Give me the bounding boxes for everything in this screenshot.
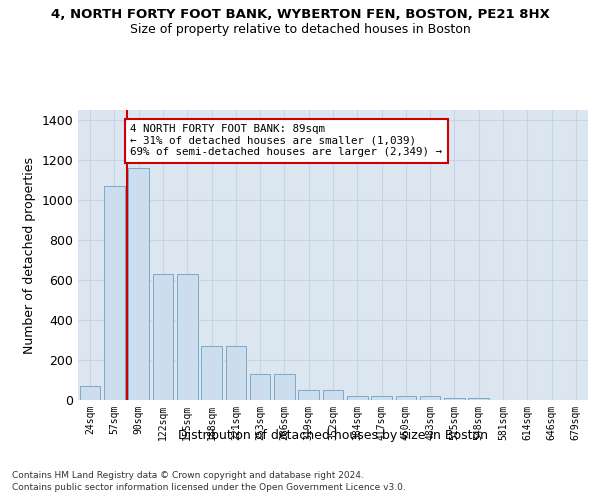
Bar [250, 374, 271, 400]
Bar [371, 396, 392, 400]
Bar [347, 396, 368, 400]
Bar [128, 168, 149, 400]
Bar [298, 390, 319, 400]
Text: Contains public sector information licensed under the Open Government Licence v3: Contains public sector information licen… [12, 483, 406, 492]
Text: Distribution of detached houses by size in Boston: Distribution of detached houses by size … [178, 430, 488, 442]
Bar [274, 374, 295, 400]
Bar [177, 274, 197, 400]
Text: 4, NORTH FORTY FOOT BANK, WYBERTON FEN, BOSTON, PE21 8HX: 4, NORTH FORTY FOOT BANK, WYBERTON FEN, … [50, 8, 550, 20]
Bar [226, 346, 246, 400]
Bar [80, 386, 100, 400]
Bar [152, 274, 173, 400]
Text: Contains HM Land Registry data © Crown copyright and database right 2024.: Contains HM Land Registry data © Crown c… [12, 470, 364, 480]
Y-axis label: Number of detached properties: Number of detached properties [23, 156, 36, 354]
Bar [104, 186, 125, 400]
Bar [469, 398, 489, 400]
Bar [201, 346, 222, 400]
Bar [420, 396, 440, 400]
Bar [444, 398, 465, 400]
Text: Size of property relative to detached houses in Boston: Size of property relative to detached ho… [130, 22, 470, 36]
Text: 4 NORTH FORTY FOOT BANK: 89sqm
← 31% of detached houses are smaller (1,039)
69% : 4 NORTH FORTY FOOT BANK: 89sqm ← 31% of … [130, 124, 442, 157]
Bar [395, 396, 416, 400]
Bar [323, 390, 343, 400]
